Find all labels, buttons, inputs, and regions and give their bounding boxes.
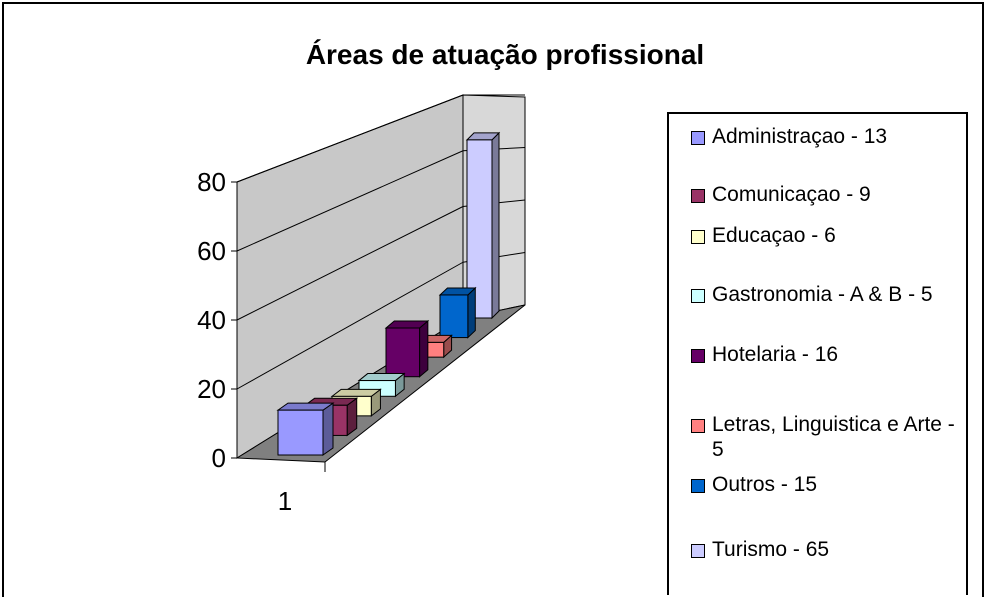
legend: Administraçao - 13 Comunicaçao - 9 Educaça… [667, 112, 968, 595]
legend-swatch [691, 189, 705, 203]
x-tick-label: 1 [278, 486, 292, 516]
legend-swatch [691, 544, 705, 558]
bar-top [330, 388, 382, 397]
legend-item: Educaçao - 6 [685, 223, 965, 248]
legend-item: Comunicaçao - 9 [685, 182, 965, 207]
chart-title: Áreas de atuação profissional [306, 39, 704, 70]
legend-item: Turismo - 65 [685, 537, 965, 562]
legend-label: Outros - 15 [712, 473, 818, 496]
legend-label: Comunicaçao - 9 [712, 183, 871, 206]
grid-line [236, 94, 464, 183]
bar-front [277, 409, 324, 456]
y-tick-label: 0 [212, 443, 226, 473]
legend-item: Outros - 15 [685, 472, 965, 497]
bar [438, 286, 477, 339]
bar-side [467, 286, 476, 339]
bar-top [357, 373, 406, 382]
legend-swatch [691, 419, 705, 433]
bar-top [276, 402, 335, 411]
grid-line [236, 261, 464, 390]
legend-swatch [691, 479, 705, 493]
grid-line [236, 150, 464, 252]
bar-front [385, 327, 421, 378]
y-tick-label: 40 [197, 305, 226, 335]
legend-label: Turismo - 65 [712, 538, 830, 561]
legend-item: Administraçao - 13 [685, 124, 965, 149]
bar-side [322, 402, 334, 456]
y-tick-label: 60 [197, 236, 226, 266]
legend-label: Educaçao - 6 [712, 224, 836, 247]
legend-swatch [691, 289, 705, 303]
grid-line [236, 206, 464, 321]
bars [276, 131, 501, 456]
bar [276, 402, 335, 456]
legend-label: Administraçao - 13 [712, 125, 888, 148]
bar [384, 319, 430, 378]
bar-side [491, 131, 500, 320]
legend-swatch [691, 131, 705, 145]
legend-item: Hotelaria - 16 [685, 342, 965, 367]
y-tick-label: 20 [197, 374, 226, 404]
bar-top [384, 320, 430, 329]
legend-swatch [691, 230, 705, 244]
y-tick-label: 80 [197, 167, 226, 197]
legend-item: Letras, Linguistica e Arte - 5 [685, 412, 965, 462]
legend-swatch [691, 349, 705, 363]
bar-front [439, 294, 469, 339]
bar-side [419, 319, 429, 378]
legend-label: Gastronomia - A & B - 5 [712, 283, 933, 306]
legend-label: Letras, Linguistica e Arte - 5 [712, 413, 955, 461]
legend-item: Gastronomia - A & B - 5 [685, 282, 965, 307]
legend-label: Hotelaria - 16 [712, 343, 839, 366]
